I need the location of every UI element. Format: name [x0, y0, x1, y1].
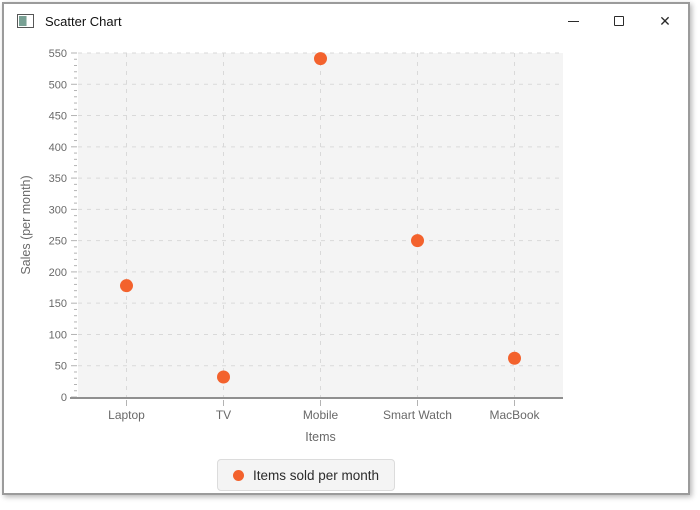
y-tick-label: 200: [49, 267, 67, 279]
window-title: Scatter Chart: [45, 13, 122, 29]
y-tick-label: 300: [49, 204, 67, 216]
maximize-button[interactable]: [596, 4, 642, 38]
maximize-icon: [614, 16, 624, 26]
data-point-laptop[interactable]: [120, 279, 133, 293]
minimize-button[interactable]: [550, 4, 596, 38]
y-axis-title: Sales (per month): [19, 175, 33, 274]
x-category-label: TV: [216, 408, 231, 422]
y-tick-label: 250: [49, 236, 67, 248]
chart-plot: 0 50 100 150 200 250 300 350 400 450 500 550 Laptop T…: [19, 48, 563, 444]
chart-legend[interactable]: Items sold per month: [217, 459, 396, 491]
java-app-icon: [17, 14, 34, 28]
data-point-smart-watch[interactable]: [411, 234, 424, 248]
y-tick-label: 350: [49, 173, 67, 185]
y-tick-label: 550: [49, 48, 67, 60]
close-button[interactable]: ✕: [642, 4, 688, 38]
titlebar[interactable]: Scatter Chart ✕: [4, 4, 688, 38]
x-category-label: Mobile: [303, 408, 339, 422]
data-point-tv[interactable]: [217, 370, 230, 384]
y-tick-label: 500: [49, 79, 67, 91]
y-tick-label: 100: [49, 329, 67, 341]
y-tick-label: 450: [49, 111, 67, 123]
scatter-chart: 0 50 100 150 200 250 300 350 400 450 500 550 Laptop T…: [4, 38, 688, 450]
y-tick-label: 50: [55, 361, 67, 373]
x-category-label: Smart Watch: [383, 408, 452, 422]
x-category-label: MacBook: [489, 408, 540, 422]
close-icon: ✕: [659, 13, 671, 29]
y-tick-label: 150: [49, 298, 67, 310]
app-window: Scatter Chart ✕ 0 50 100 150 200 250 300 350 400…: [2, 2, 690, 495]
data-point-mobile[interactable]: [314, 52, 327, 66]
minimize-icon: [567, 20, 579, 22]
data-point-macbook[interactable]: [508, 351, 521, 365]
y-tick-label: 0: [61, 392, 67, 404]
legend-series-label: Items sold per month: [253, 467, 380, 483]
x-axis-title: Items: [305, 430, 336, 444]
y-tick-label: 400: [49, 142, 67, 154]
x-category-label: Laptop: [108, 408, 145, 422]
legend-series-symbol: [233, 469, 244, 481]
